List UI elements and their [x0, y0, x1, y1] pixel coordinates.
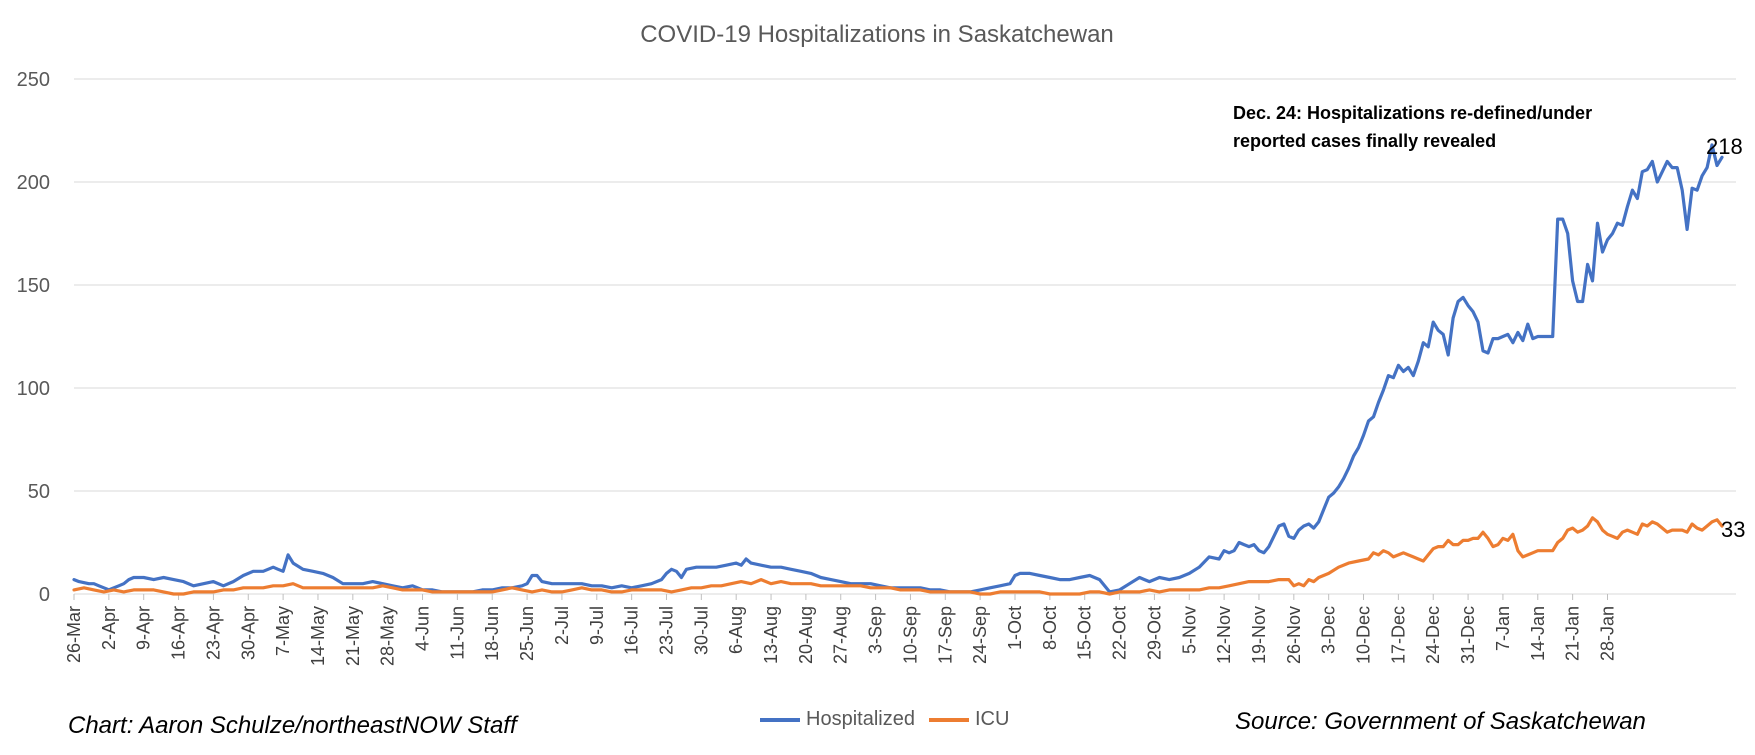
series-line-hospitalized [72, 143, 1724, 594]
x-tick-label: 14-Jan [1528, 606, 1548, 661]
x-tick-label: 28-Jan [1597, 606, 1617, 661]
x-axis-ticks: 26-Mar 2-Apr 9-Apr 16-Apr 23-Apr 30-Apr 7-May 1… [64, 594, 1617, 666]
x-tick-label: 27-Aug [831, 606, 851, 664]
x-tick-label: 15-Oct [1075, 606, 1095, 660]
x-tick-label: 11-Jun [447, 606, 467, 660]
x-tick-label: 21-May [343, 606, 363, 666]
x-tick-label: 19-Nov [1249, 606, 1269, 664]
series-line-icu [72, 516, 1724, 596]
x-tick-label: 10-Dec [1354, 606, 1374, 664]
x-tick-label: 31-Dec [1458, 606, 1478, 664]
chart-source: Source: Government of Saskatchewan [1235, 708, 1646, 735]
legend-item-icu: ICU [928, 708, 1010, 731]
x-tick-label: 24-Sep [970, 606, 990, 664]
y-axis-ticks: 0 50 100 150 200 250 [17, 69, 50, 606]
x-tick-label: 30-Jul [691, 606, 711, 655]
x-tick-label: 3-Dec [1319, 606, 1339, 654]
x-tick-label: 25-Jun [517, 606, 537, 661]
x-tick-label: 22-Oct [1110, 606, 1130, 660]
x-tick-label: 9-Jul [587, 606, 607, 645]
x-tick-label: 17-Sep [935, 606, 955, 664]
x-tick-label: 10-Sep [900, 606, 920, 664]
y-tick-label: 250 [17, 69, 50, 91]
x-tick-label: 29-Oct [1144, 606, 1164, 660]
icu-end-label: 33 [1721, 517, 1745, 542]
annotation-line-1: Dec. 24: Hospitalizations re-defined/und… [1233, 103, 1592, 123]
y-tick-label: 0 [39, 584, 50, 606]
x-tick-label: 7-May [273, 606, 293, 656]
legend-label-icu: ICU [974, 708, 1010, 730]
series-layer [72, 143, 1724, 596]
x-tick-label: 1-Oct [1005, 606, 1025, 650]
x-tick-label: 12-Nov [1214, 606, 1234, 664]
y-tick-label: 150 [17, 275, 50, 297]
x-tick-label: 2-Jul [552, 606, 572, 645]
y-tick-label: 100 [17, 378, 50, 400]
x-tick-label: 24-Dec [1423, 606, 1443, 664]
x-tick-label: 4-Jun [413, 606, 433, 651]
y-tick-label: 50 [28, 481, 50, 503]
x-tick-label: 2-Apr [99, 606, 119, 650]
x-tick-label: 3-Sep [866, 606, 886, 654]
x-tick-label: 8-Oct [1040, 606, 1060, 650]
legend-label-hospitalized: Hospitalized [806, 708, 915, 730]
x-tick-label: 5-Nov [1179, 606, 1199, 654]
x-tick-label: 16-Jul [622, 606, 642, 655]
legend-swatch-icu [928, 717, 969, 722]
x-tick-label: 23-Apr [203, 606, 223, 660]
x-tick-label: 30-Apr [238, 606, 258, 660]
x-tick-label: 18-Jun [482, 606, 502, 661]
x-tick-label: 21-Jan [1563, 606, 1583, 661]
x-tick-label: 17-Dec [1388, 606, 1408, 664]
grid-layer [74, 78, 1736, 595]
x-tick-label: 7-Jan [1493, 606, 1513, 651]
x-tick-label: 26-Nov [1284, 606, 1304, 664]
x-tick-label: 16-Apr [169, 606, 189, 660]
x-tick-label: 26-Mar [64, 606, 84, 663]
x-tick-label: 14-May [308, 606, 328, 666]
hospitalized-end-label: 218 [1706, 134, 1743, 159]
legend-item-hospitalized: Hospitalized [760, 708, 915, 731]
x-tick-label: 9-Apr [134, 606, 154, 650]
chart-title: COVID-19 Hospitalizations in Saskatchewa… [640, 21, 1114, 48]
x-tick-label: 28-May [378, 606, 398, 666]
x-tick-label: 13-Aug [761, 606, 781, 664]
x-tick-label: 23-Jul [656, 606, 676, 655]
chart-credit: Chart: Aaron Schulze/northeastNOW Staff [68, 712, 517, 739]
x-tick-label: 20-Aug [796, 606, 816, 664]
y-tick-label: 200 [17, 172, 50, 194]
x-tick-label: 6-Aug [726, 606, 746, 654]
annotation-line-2: reported cases finally revealed [1233, 131, 1496, 151]
legend-swatch-hospitalized [760, 717, 800, 722]
legend: Hospitalized ICU [760, 708, 1023, 731]
